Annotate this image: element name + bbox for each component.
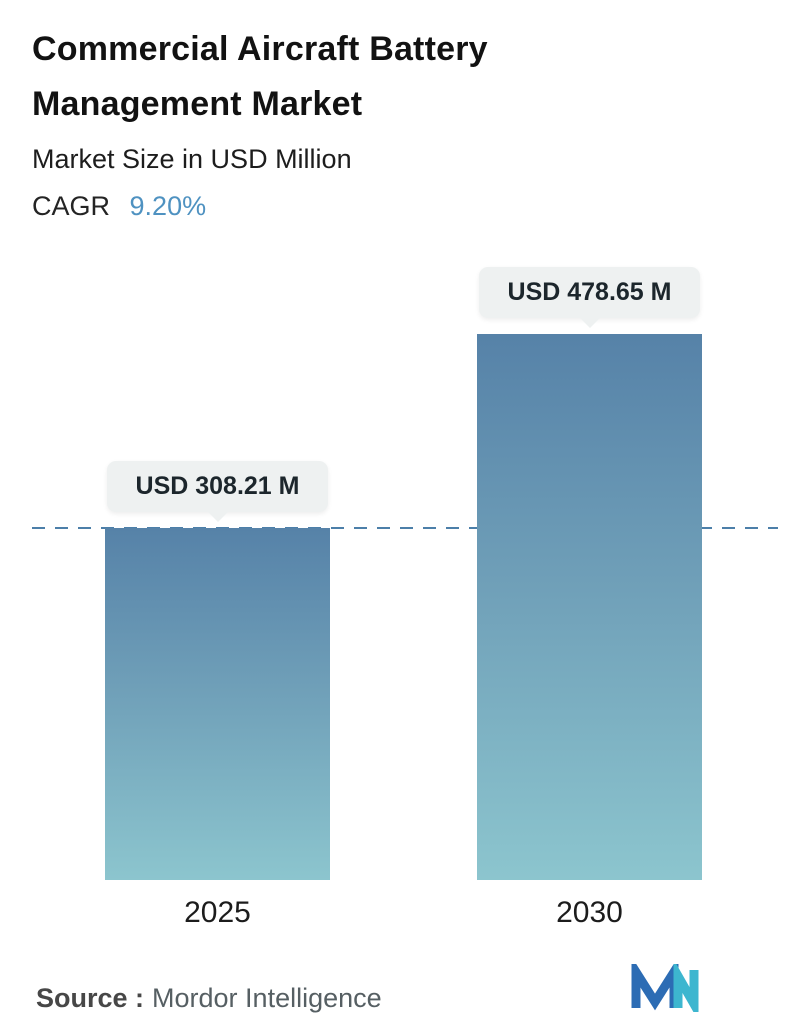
- source-line: Source : Mordor Intelligence: [36, 983, 382, 1014]
- value-callout-2030: USD 478.65 M: [479, 267, 700, 318]
- chart-header: Commercial Aircraft Battery Management M…: [32, 22, 752, 222]
- bar-2030: [477, 334, 702, 880]
- cagr-label: CAGR: [32, 191, 111, 222]
- cagr-row: CAGR 9.20%: [32, 191, 752, 222]
- value-callout-2025: USD 308.21 M: [107, 461, 328, 513]
- value-label-2025: USD 308.21 M: [135, 472, 300, 501]
- cagr-value: 9.20%: [129, 191, 207, 222]
- x-tick-2025: 2025: [184, 896, 251, 929]
- source-value: Mordor Intelligence: [152, 983, 382, 1013]
- mordor-intelligence-logo: [631, 964, 699, 1012]
- reference-line: [32, 527, 778, 530]
- x-tick-2030: 2030: [556, 896, 623, 929]
- chart-title: Commercial Aircraft Battery Management M…: [32, 30, 488, 124]
- bar-2025: [105, 528, 330, 880]
- chart-subtitle: Market Size in USD Million: [32, 144, 352, 175]
- source-label: Source :: [36, 983, 145, 1013]
- value-label-2030: USD 478.65 M: [507, 278, 672, 306]
